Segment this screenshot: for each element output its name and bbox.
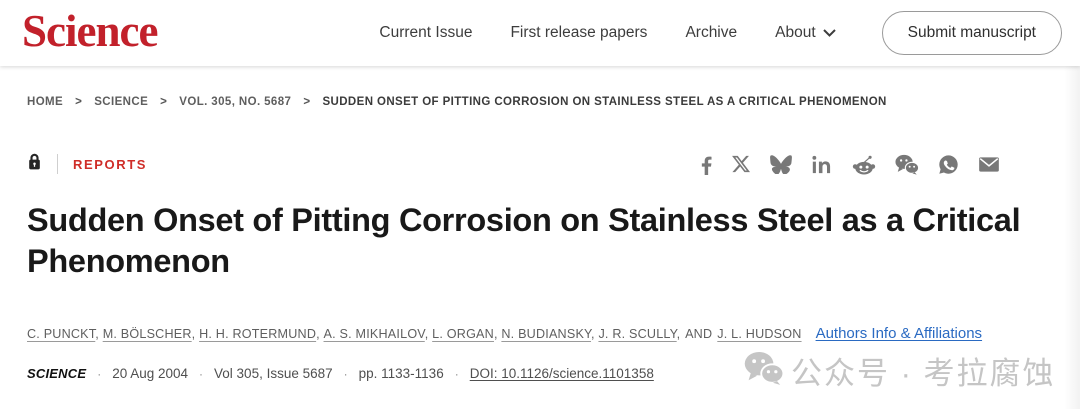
author-link[interactable]: H. H. ROTERMUND xyxy=(199,326,317,341)
author: J. L. HUDSON xyxy=(717,327,801,341)
volume-issue: Vol 305, Issue 5687 xyxy=(214,365,333,381)
whatsapp-icon[interactable] xyxy=(938,154,959,175)
breadcrumb-science[interactable]: SCIENCE xyxy=(94,96,149,108)
author: J. R. SCULLY xyxy=(598,327,684,341)
author: N. BUDIANSKY xyxy=(501,327,598,341)
journal-name: SCIENCE xyxy=(27,365,87,381)
reddit-icon[interactable] xyxy=(852,154,876,175)
wechat-icon[interactable] xyxy=(895,154,919,175)
linkedin-icon[interactable] xyxy=(811,154,833,174)
authors-row: C. PUNCKT M. BÖLSCHER H. H. ROTERMUND A.… xyxy=(27,325,1080,342)
email-icon[interactable] xyxy=(978,156,1000,173)
and-label: AND xyxy=(685,326,713,341)
author: C. PUNCKT xyxy=(27,327,103,341)
breadcrumb-separator-icon xyxy=(303,96,310,108)
nav-about[interactable]: About xyxy=(775,24,836,42)
nav-first-release-papers[interactable]: First release papers xyxy=(510,24,648,41)
citation-meta-row: SCIENCE · 20 Aug 2004 · Vol 305, Issue 5… xyxy=(27,366,1080,381)
breadcrumb-current-article: SUDDEN ONSET OF PITTING CORROSION ON STA… xyxy=(322,96,887,108)
breadcrumb: HOME SCIENCE VOL. 305, NO. 5687 SUDDEN O… xyxy=(27,96,1080,108)
section-label-reports[interactable]: REPORTS xyxy=(73,156,148,172)
science-logo[interactable]: Science xyxy=(22,6,158,56)
author: H. H. ROTERMUND xyxy=(199,327,323,341)
bluesky-icon[interactable] xyxy=(770,154,792,174)
page-edge-shade xyxy=(1064,66,1080,409)
social-share-bar xyxy=(701,154,1000,175)
article-head-row: REPORTS xyxy=(27,152,1080,176)
meta-separator: · xyxy=(199,366,204,381)
submit-manuscript-button[interactable]: Submit manuscript xyxy=(881,11,1062,55)
x-icon[interactable] xyxy=(731,154,751,174)
author-link[interactable]: C. PUNCKT xyxy=(27,326,96,341)
nav-archive[interactable]: Archive xyxy=(685,24,738,41)
nav-current-issue[interactable]: Current Issue xyxy=(379,24,473,41)
vertical-divider xyxy=(57,154,58,174)
meta-separator: · xyxy=(454,366,459,381)
breadcrumb-volume[interactable]: VOL. 305, NO. 5687 xyxy=(179,96,292,108)
author-link[interactable]: A. S. MIKHAILOV xyxy=(323,326,425,341)
author-link[interactable]: N. BUDIANSKY xyxy=(501,326,592,341)
meta-separator: · xyxy=(97,366,102,381)
authors-info-affiliations-link[interactable]: Authors Info & Affiliations xyxy=(815,324,983,342)
lock-icon xyxy=(27,152,42,176)
article-title: Sudden Onset of Pitting Corrosion on Sta… xyxy=(27,202,1021,280)
main-nav: Current Issue First release papers Archi… xyxy=(379,24,836,42)
breadcrumb-separator-icon xyxy=(75,96,82,108)
author: A. S. MIKHAILOV xyxy=(324,327,433,341)
author-link[interactable]: M. BÖLSCHER xyxy=(102,326,192,341)
author-link[interactable]: J. R. SCULLY xyxy=(598,326,677,341)
author-link[interactable]: L. ORGAN xyxy=(432,326,494,341)
author: L. ORGAN xyxy=(432,327,501,341)
chevron-down-icon xyxy=(822,24,836,42)
publish-date: 20 Aug 2004 xyxy=(112,365,189,381)
breadcrumb-home[interactable]: HOME xyxy=(27,96,64,108)
site-header: Science Current Issue First release pape… xyxy=(0,0,1080,66)
author-link[interactable]: J. L. HUDSON xyxy=(717,326,802,341)
facebook-icon[interactable] xyxy=(701,154,712,175)
meta-separator: · xyxy=(343,366,348,381)
breadcrumb-separator-icon xyxy=(160,96,167,108)
page-range: pp. 1133-1136 xyxy=(358,365,444,381)
author: M. BÖLSCHER xyxy=(103,327,199,341)
doi-link[interactable]: DOI: 10.1126/science.1101358 xyxy=(469,365,654,381)
